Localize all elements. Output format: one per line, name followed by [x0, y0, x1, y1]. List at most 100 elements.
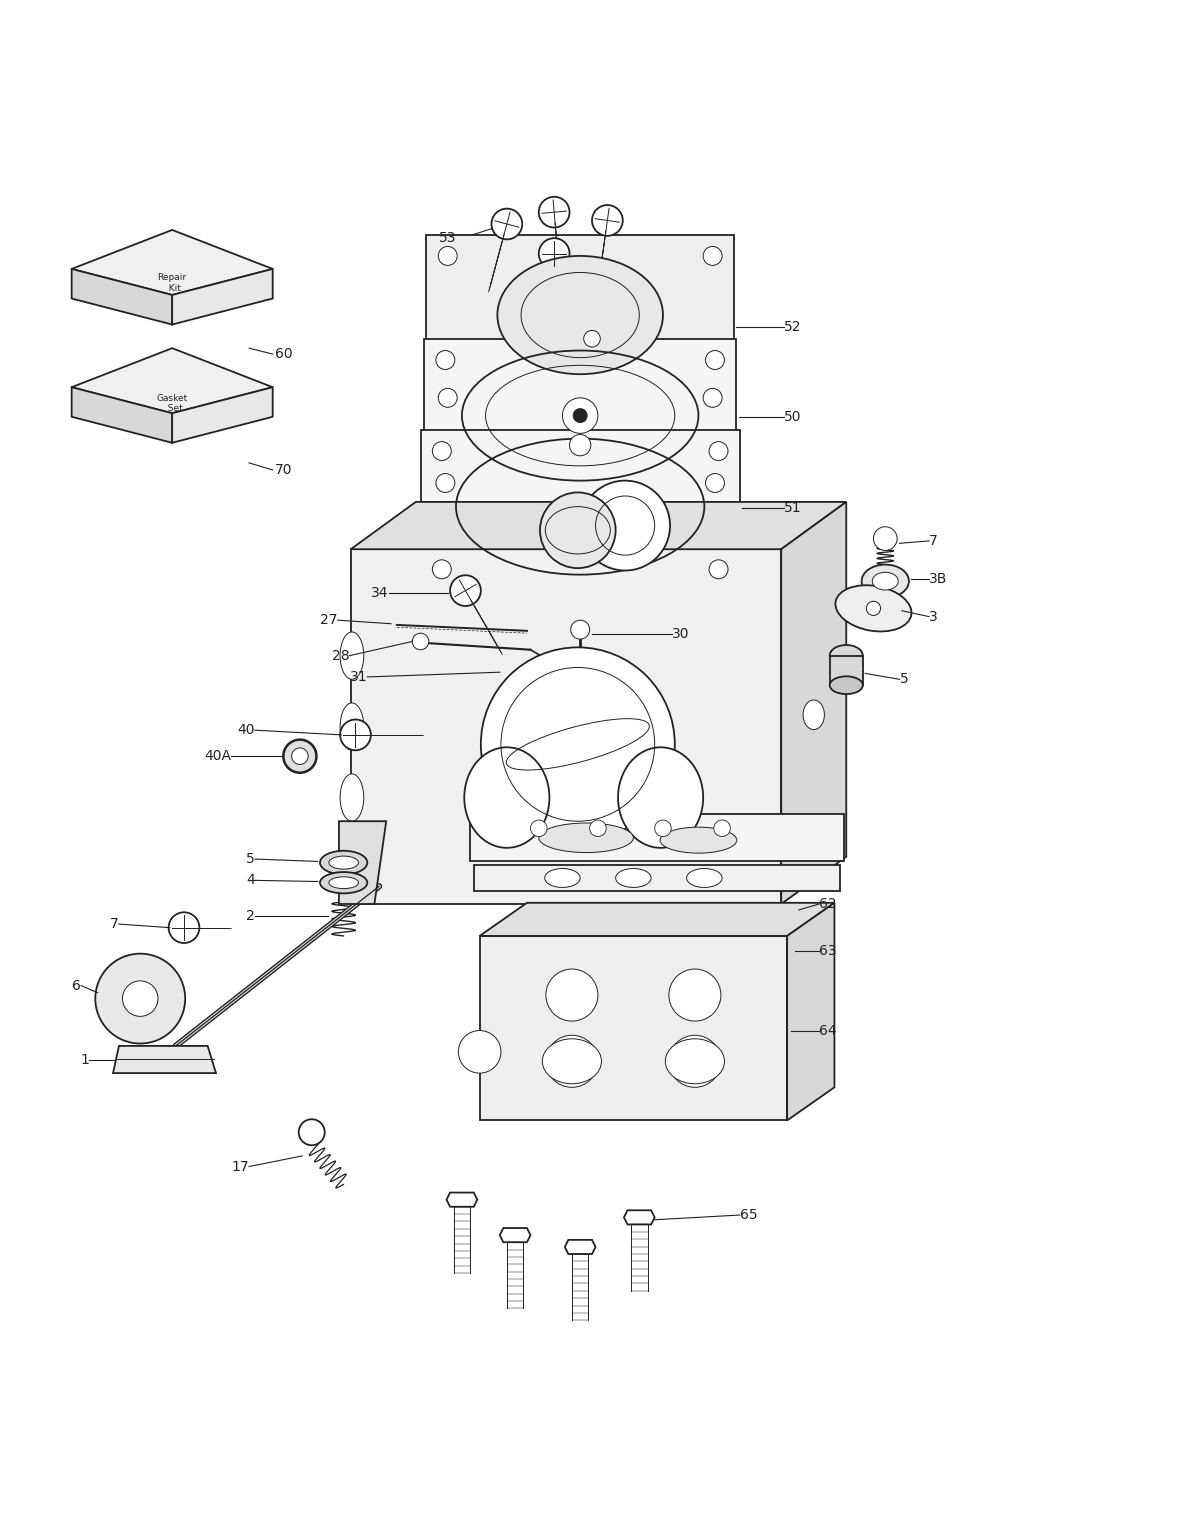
Text: 40: 40	[238, 723, 255, 737]
Polygon shape	[339, 822, 386, 905]
Polygon shape	[787, 903, 835, 1120]
Circle shape	[436, 473, 455, 493]
Circle shape	[874, 527, 897, 550]
Ellipse shape	[618, 748, 703, 848]
Circle shape	[867, 601, 881, 616]
Circle shape	[709, 441, 728, 461]
Text: 2: 2	[246, 909, 255, 923]
Ellipse shape	[539, 823, 633, 852]
Ellipse shape	[340, 774, 363, 822]
Text: 62: 62	[819, 897, 837, 911]
Polygon shape	[474, 865, 841, 891]
Ellipse shape	[340, 631, 363, 679]
Polygon shape	[424, 339, 736, 504]
Text: 65: 65	[740, 1207, 758, 1223]
Polygon shape	[624, 1210, 655, 1224]
Polygon shape	[172, 269, 272, 324]
Polygon shape	[565, 1240, 596, 1253]
Ellipse shape	[497, 257, 663, 375]
Polygon shape	[480, 903, 835, 935]
Ellipse shape	[616, 868, 651, 888]
Circle shape	[450, 576, 481, 607]
Circle shape	[539, 238, 570, 269]
Text: 7: 7	[110, 917, 118, 931]
Text: 31: 31	[349, 670, 367, 684]
Circle shape	[709, 559, 728, 579]
Circle shape	[340, 719, 371, 750]
Ellipse shape	[830, 645, 863, 667]
Text: 63: 63	[819, 945, 837, 958]
Ellipse shape	[329, 856, 359, 869]
Text: 1: 1	[81, 1054, 89, 1068]
Polygon shape	[480, 935, 787, 1120]
Circle shape	[298, 1120, 324, 1146]
Polygon shape	[830, 656, 863, 685]
Text: 6: 6	[72, 978, 82, 992]
Circle shape	[571, 621, 590, 639]
Circle shape	[539, 197, 570, 227]
Ellipse shape	[687, 868, 722, 888]
Ellipse shape	[803, 700, 824, 730]
Text: 53: 53	[438, 232, 456, 246]
Circle shape	[540, 493, 616, 568]
Circle shape	[570, 435, 591, 456]
Ellipse shape	[830, 676, 863, 694]
Circle shape	[580, 481, 670, 570]
Text: 40A: 40A	[205, 750, 231, 763]
Ellipse shape	[464, 748, 549, 848]
Text: 27: 27	[320, 613, 337, 627]
Text: Repair
  Kit: Repair Kit	[157, 273, 187, 293]
Text: 70: 70	[275, 462, 292, 478]
Text: 3: 3	[929, 610, 938, 624]
Ellipse shape	[545, 868, 580, 888]
Circle shape	[703, 389, 722, 407]
Circle shape	[481, 647, 675, 842]
Ellipse shape	[836, 585, 912, 631]
Circle shape	[491, 209, 522, 240]
Circle shape	[714, 820, 731, 837]
Ellipse shape	[542, 1038, 601, 1084]
Polygon shape	[446, 1192, 477, 1207]
Text: 52: 52	[784, 319, 802, 333]
Circle shape	[291, 748, 308, 765]
Circle shape	[530, 820, 547, 837]
Polygon shape	[112, 1046, 215, 1074]
Circle shape	[669, 969, 721, 1021]
Circle shape	[438, 246, 457, 266]
Text: 60: 60	[275, 347, 292, 361]
Circle shape	[122, 982, 157, 1017]
Circle shape	[412, 633, 429, 650]
Text: 17: 17	[231, 1160, 249, 1174]
Polygon shape	[172, 387, 272, 442]
Ellipse shape	[665, 1038, 725, 1084]
Polygon shape	[72, 269, 172, 324]
Text: 4: 4	[246, 874, 255, 888]
Circle shape	[562, 398, 598, 433]
Polygon shape	[426, 235, 734, 419]
Circle shape	[546, 969, 598, 1021]
Ellipse shape	[320, 851, 367, 874]
Text: 5: 5	[900, 673, 908, 687]
Ellipse shape	[340, 703, 363, 750]
Circle shape	[546, 1035, 598, 1087]
Circle shape	[669, 1035, 721, 1087]
Text: 30: 30	[673, 627, 690, 642]
Circle shape	[432, 559, 451, 579]
Circle shape	[706, 350, 725, 370]
Circle shape	[432, 441, 451, 461]
Text: 34: 34	[371, 585, 388, 601]
Circle shape	[655, 820, 671, 837]
Polygon shape	[350, 550, 781, 905]
Polygon shape	[72, 230, 272, 295]
Text: 28: 28	[332, 648, 349, 662]
Polygon shape	[420, 430, 740, 591]
Circle shape	[458, 1031, 501, 1074]
Text: 3B: 3B	[929, 571, 947, 585]
Ellipse shape	[659, 826, 736, 852]
Text: 5: 5	[246, 852, 255, 866]
Circle shape	[573, 409, 587, 422]
Text: 51: 51	[784, 501, 802, 515]
Circle shape	[590, 820, 606, 837]
Circle shape	[592, 206, 623, 237]
Ellipse shape	[862, 565, 909, 598]
